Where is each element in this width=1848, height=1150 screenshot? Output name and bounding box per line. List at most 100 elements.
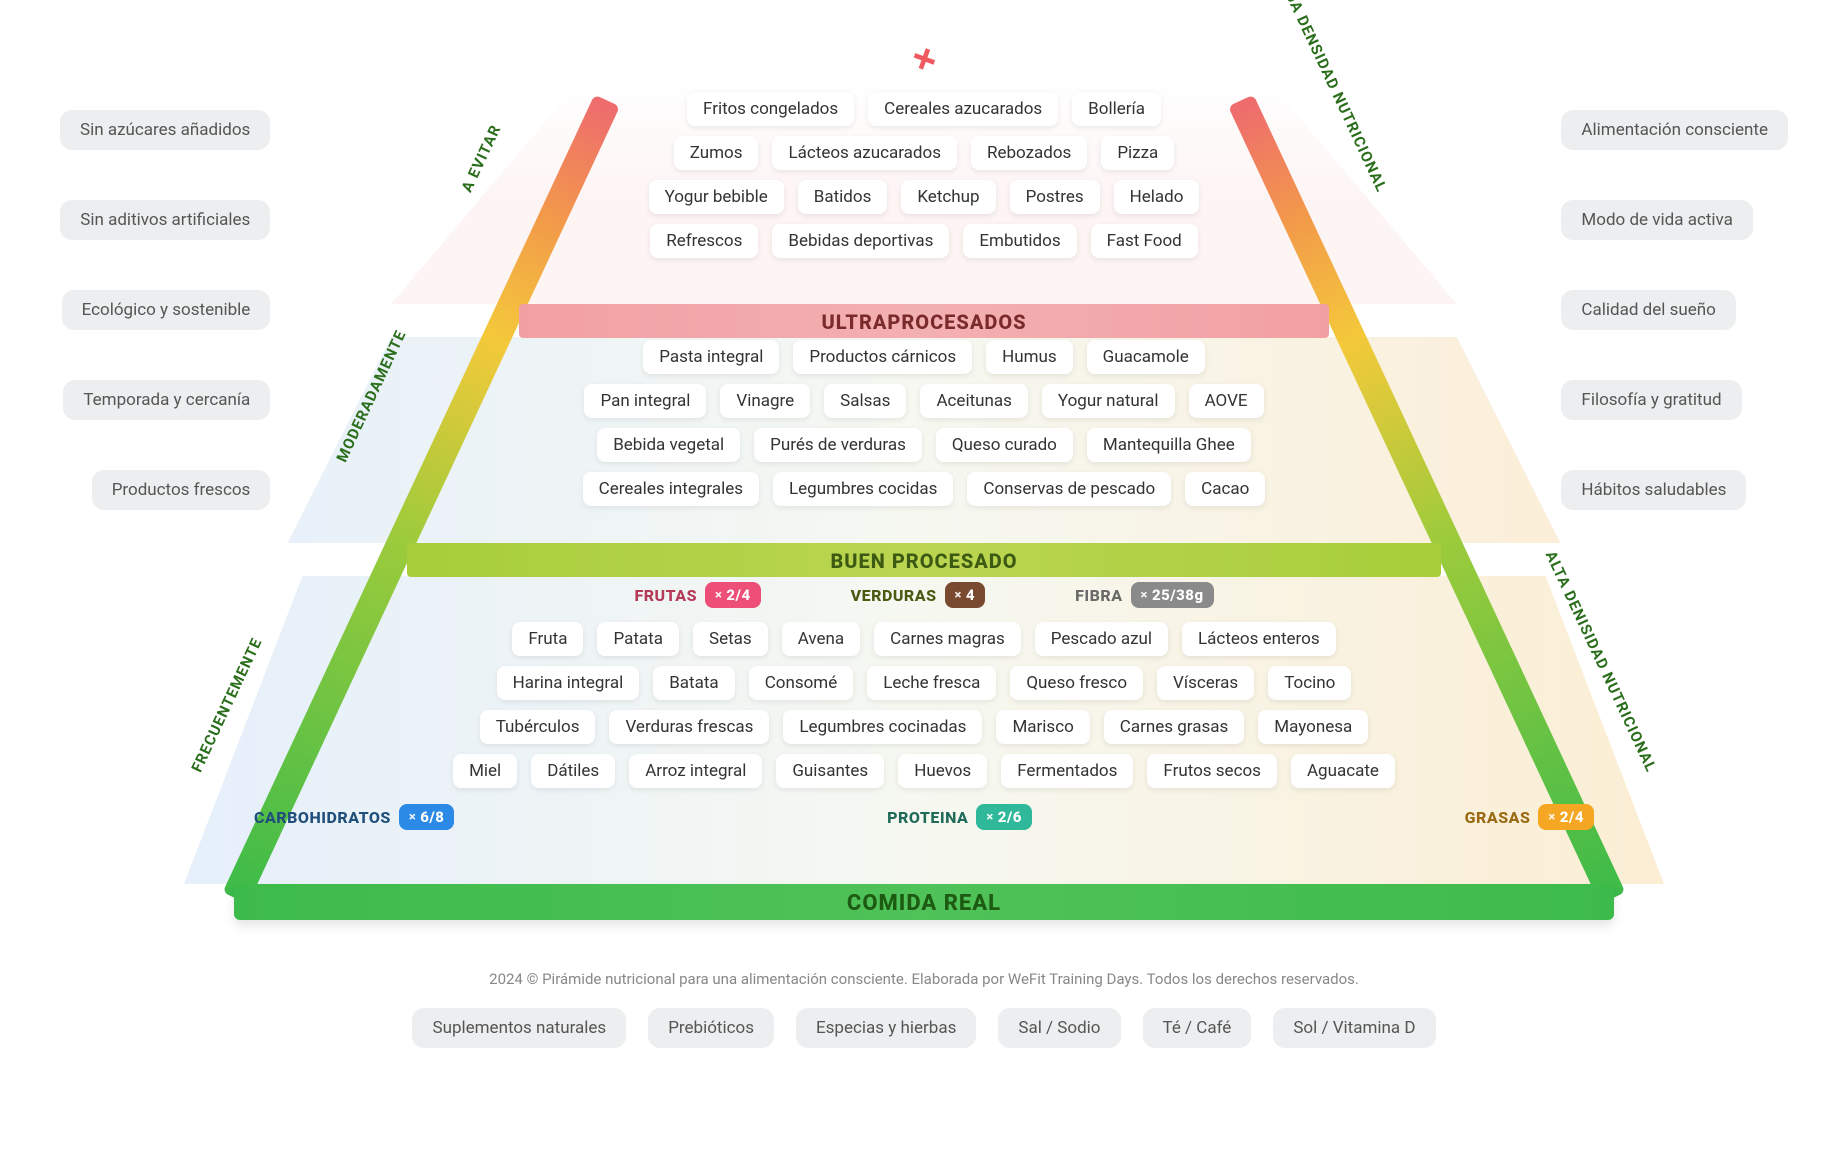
- pill-row: Tubérculos Verduras frescas Legumbres coci…: [480, 710, 1369, 744]
- food-pill: Zumos: [674, 136, 759, 170]
- macro-label: CARBOHIDRATOS ×6/8: [254, 804, 454, 830]
- band-title-ultraprocesados: ULTRAPROCESADOS: [184, 310, 1664, 334]
- pill-row: Cereales integrales Legumbres cocidas Cons…: [583, 472, 1266, 506]
- macro-badge: ×2/4: [705, 582, 761, 608]
- food-pill: Embutidos: [963, 224, 1076, 258]
- food-pill: Batata: [653, 666, 734, 700]
- food-pill: Cereales azucarados: [868, 92, 1058, 126]
- side-bubble: Suplementos naturales: [412, 1008, 626, 1048]
- macro-text: CARBOHIDRATOS: [254, 808, 391, 827]
- side-bubble: Especias y hierbas: [796, 1008, 976, 1048]
- food-pill: Conservas de pescado: [967, 472, 1171, 506]
- food-pill: Fast Food: [1091, 224, 1198, 258]
- food-pill: Bebidas deportivas: [772, 224, 949, 258]
- food-pill: Guisantes: [776, 754, 884, 788]
- food-pill: Pan integral: [584, 384, 706, 418]
- food-pill: Fruta: [512, 622, 583, 656]
- copyright-text: 2024 © Pirámide nutricional para una ali…: [184, 970, 1664, 988]
- band-title-buen-procesado: BUEN PROCESADO: [184, 549, 1664, 573]
- food-pill: Arroz integral: [629, 754, 762, 788]
- macro-text: FRUTAS: [634, 586, 697, 605]
- food-pill: Cereales integrales: [583, 472, 759, 506]
- food-pill: Queso curado: [936, 428, 1073, 462]
- food-pill: Ketchup: [901, 180, 995, 214]
- food-pill: Huevos: [898, 754, 987, 788]
- food-pill: Consomé: [749, 666, 854, 700]
- macro-badge: ×25/38g: [1131, 582, 1214, 608]
- food-pill: Tubérculos: [480, 710, 596, 744]
- macro-label: FIBRA ×25/38g: [1075, 582, 1213, 608]
- food-pill: Leche fresca: [867, 666, 996, 700]
- food-pill: Batidos: [798, 180, 888, 214]
- food-pill: Carnes grasas: [1104, 710, 1244, 744]
- macro-badge: ×2/4: [1538, 804, 1594, 830]
- food-pill: Vinagre: [720, 384, 810, 418]
- food-pill: AOVE: [1189, 384, 1264, 418]
- plus-icon: [910, 46, 938, 78]
- food-pill: Dátiles: [531, 754, 615, 788]
- band-title-comida-real: COMIDA REAL: [184, 891, 1664, 916]
- pill-row: Pan integralVinagreSalsasAceitunasYogur …: [584, 384, 1263, 418]
- food-pill: Cacao: [1185, 472, 1265, 506]
- food-pill: Miel: [453, 754, 517, 788]
- macros-top-row: FRUTAS ×2/4 VERDURAS×4 FIBRA ×25/38g: [634, 582, 1213, 608]
- macro-label: GRASAS ×2/4: [1465, 804, 1594, 830]
- food-pill: Frutos secos: [1147, 754, 1277, 788]
- food-pill: Postres: [1010, 180, 1100, 214]
- food-pill: Lácteos azucarados: [772, 136, 957, 170]
- food-pill: Carnes magras: [874, 622, 1021, 656]
- pill-row: Pasta integral Productos cárnicos Humus Gua…: [643, 340, 1205, 374]
- macro-text: GRASAS: [1465, 808, 1531, 827]
- macros-bottom-row: CARBOHIDRATOS ×6/8 PROTEINA ×2/6 GRASAS ×2/4: [184, 804, 1664, 830]
- macro-text: PROTEINA: [887, 808, 968, 827]
- pill-row: Harina integral Batata Consomé Leche fresca…: [497, 666, 1352, 700]
- food-pill: Pizza: [1101, 136, 1174, 170]
- food-pill: Pasta integral: [643, 340, 779, 374]
- macro-text: FIBRA: [1075, 586, 1122, 605]
- side-bubble: Sal / Sodio: [998, 1008, 1120, 1048]
- food-pill: Yogur natural: [1042, 384, 1175, 418]
- macro-label: VERDURAS×4: [851, 582, 985, 608]
- food-pill: Humus: [986, 340, 1073, 374]
- food-pill: Refrescos: [650, 224, 758, 258]
- food-pill: Marisco: [996, 710, 1089, 744]
- pill-row: Miel Dátiles Arroz integral Guisantes Huevos…: [453, 754, 1395, 788]
- food-pill: Pescado azul: [1035, 622, 1168, 656]
- pill-row: Fritos congeladosCereales azucaradosBoll…: [687, 92, 1161, 126]
- food-pill: Harina integral: [497, 666, 640, 700]
- tier-comida-real: FRUTAS ×2/4 VERDURAS×4 FIBRA ×25/38g FrutaPat…: [184, 580, 1664, 878]
- tier-buen-procesado: Pasta integral Productos cárnicos Humus Gua…: [184, 340, 1664, 540]
- food-pill: Queso fresco: [1010, 666, 1143, 700]
- food-pill: Aceitunas: [920, 384, 1027, 418]
- food-pill: Verduras frescas: [609, 710, 769, 744]
- macro-badge: ×2/6: [976, 804, 1032, 830]
- macro-label: FRUTAS ×2/4: [634, 582, 760, 608]
- food-pill: Lácteos enteros: [1182, 622, 1336, 656]
- pill-row: Refrescos Bebidas deportivas Embutidos Fast…: [650, 224, 1198, 258]
- food-pill: Vísceras: [1157, 666, 1254, 700]
- food-pill: Legumbres cocidas: [773, 472, 953, 506]
- macro-badge: ×6/8: [399, 804, 455, 830]
- pyramid-stage: FRECUENTEMENTE MODERADAMENTE A EVITAR BA…: [184, 40, 1664, 1100]
- food-pill: Tocino: [1268, 666, 1351, 700]
- side-bubble: Té / Café: [1143, 1008, 1252, 1048]
- pill-row: Bebida vegetal Purés de verduras Queso cur…: [597, 428, 1251, 462]
- food-pill: Helado: [1114, 180, 1200, 214]
- food-pill: Fermentados: [1001, 754, 1133, 788]
- food-pill: Setas: [693, 622, 768, 656]
- side-bubble: Prebióticos: [648, 1008, 774, 1048]
- food-pill: Productos cárnicos: [793, 340, 972, 374]
- food-pill: Bebida vegetal: [597, 428, 740, 462]
- food-pill: Guacamole: [1087, 340, 1205, 374]
- side-bubble: Sol / Vitamina D: [1273, 1008, 1435, 1048]
- food-pill: Rebozados: [971, 136, 1087, 170]
- food-pill: Yogur bebible: [649, 180, 784, 214]
- food-pill: Legumbres cocinadas: [783, 710, 982, 744]
- food-pill: Mayonesa: [1258, 710, 1368, 744]
- pill-row: Yogur bebible Batidos Ketchup Postres Helado: [649, 180, 1200, 214]
- food-pill: Purés de verduras: [754, 428, 922, 462]
- pill-row: FrutaPatataSetasAvenaCarnes magrasPescad…: [512, 622, 1335, 656]
- food-pill: Fritos congelados: [687, 92, 854, 126]
- pill-row: Zumos Lácteos azucarados Rebozados Pizza: [674, 136, 1175, 170]
- tier-ultraprocesados: Fritos congeladosCereales azucaradosBoll…: [184, 92, 1664, 302]
